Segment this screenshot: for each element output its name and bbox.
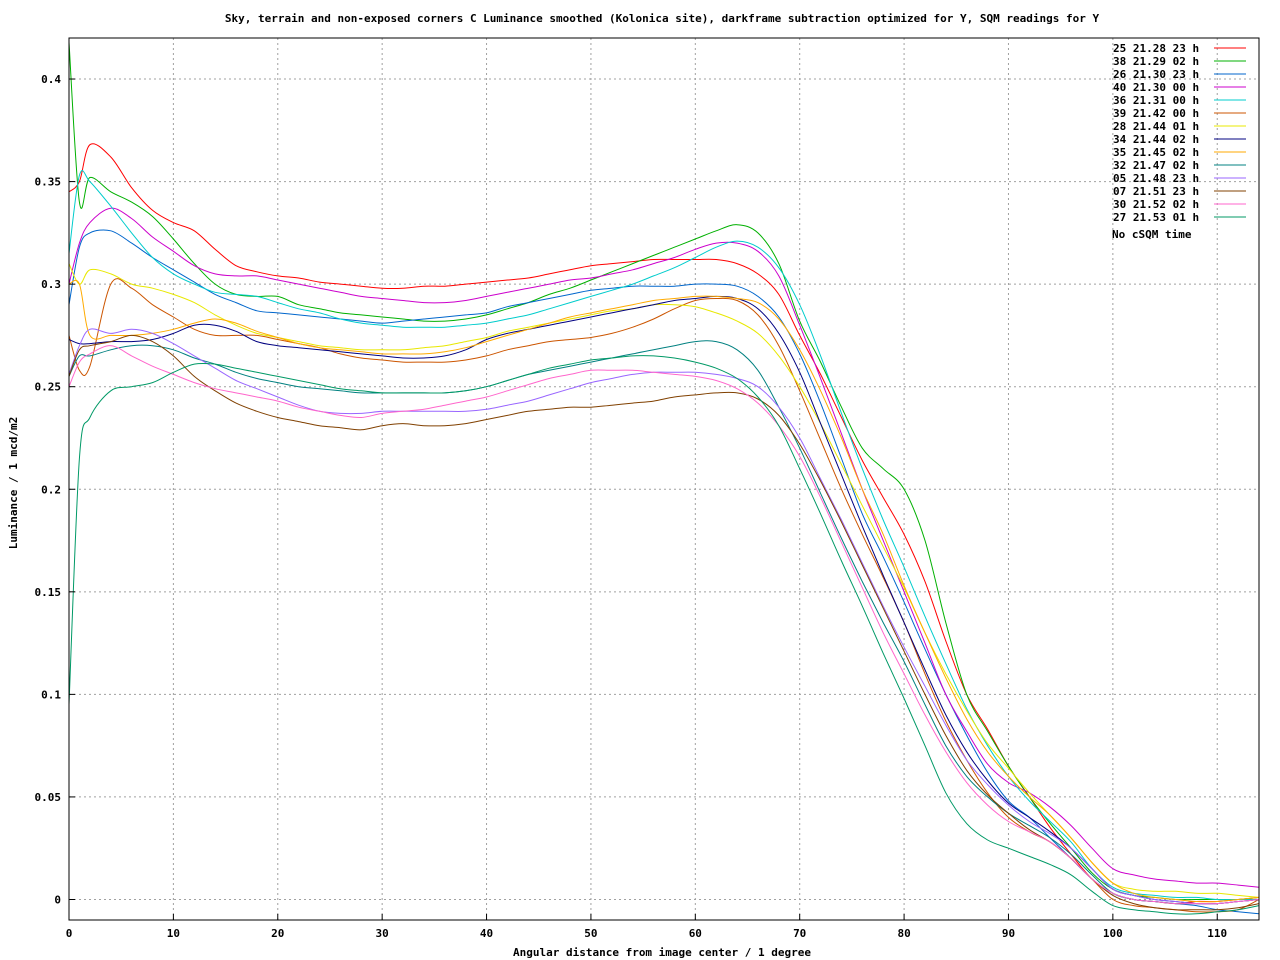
x-tick-label: 110	[1207, 927, 1227, 940]
x-tick-label: 30	[376, 927, 389, 940]
legend-footer: No cSQM time	[1112, 228, 1192, 241]
y-tick-label: 0.1	[41, 688, 61, 701]
y-tick-label: 0.4	[41, 73, 61, 86]
axis-ticks: 0 10 20 30 40 50 60 70 80 90 100 110 0 0.05 0.1 0.15 0.2…	[35, 73, 1228, 940]
grid	[68, 38, 1259, 920]
legend-label: 38 21.29 02 h	[1113, 55, 1199, 68]
y-axis-label: Luminance / 1 mcd/m2	[7, 417, 20, 549]
y-tick-label: 0.2	[41, 483, 61, 496]
x-tick-label: 70	[793, 927, 806, 940]
legend-label: 27 21.53 01 h	[1113, 211, 1199, 224]
legend: 25 21.28 23 h38 21.29 02 h26 21.30 23 h4…	[1113, 42, 1246, 224]
legend-label: 05 21.48 23 h	[1113, 172, 1199, 185]
series-line	[69, 229, 1259, 915]
legend-label: 28 21.44 01 h	[1113, 120, 1199, 133]
x-tick-label: 0	[66, 927, 73, 940]
series-line	[69, 170, 1259, 901]
x-tick-label: 90	[1002, 927, 1015, 940]
legend-label: 39 21.42 00 h	[1113, 107, 1199, 120]
series-line	[69, 340, 1259, 905]
x-tick-label: 60	[689, 927, 702, 940]
chart-title: Sky, terrain and non-exposed corners C L…	[225, 12, 1100, 25]
x-tick-label: 20	[271, 927, 284, 940]
plot-frame	[68, 37, 1260, 921]
x-axis-label: Angular distance from image center / 1 d…	[513, 946, 811, 959]
x-tick-label: 50	[584, 927, 597, 940]
legend-label: 25 21.28 23 h	[1113, 42, 1199, 55]
series-line	[69, 207, 1259, 888]
y-tick-label: 0.35	[35, 176, 62, 189]
series-lines	[69, 42, 1259, 915]
series-line	[69, 345, 1259, 905]
series-line	[69, 295, 1259, 905]
y-tick-label: 0.15	[35, 586, 62, 599]
legend-label: 35 21.45 02 h	[1113, 146, 1199, 159]
legend-label: 40 21.30 00 h	[1113, 81, 1199, 94]
x-tick-label: 80	[897, 927, 910, 940]
legend-label: 32 21.47 02 h	[1113, 159, 1199, 172]
x-tick-label: 10	[167, 927, 180, 940]
series-line	[69, 355, 1259, 915]
legend-label: 36 21.31 00 h	[1113, 94, 1199, 107]
y-tick-label: 0.25	[35, 381, 62, 394]
x-tick-label: 100	[1103, 927, 1123, 940]
legend-label: 34 21.44 02 h	[1113, 133, 1199, 146]
x-tick-label: 40	[480, 927, 493, 940]
y-tick-label: 0.05	[35, 791, 62, 804]
series-line	[69, 279, 1259, 903]
legend-label: 07 21.51 23 h	[1113, 185, 1199, 198]
legend-label: 26 21.30 23 h	[1113, 68, 1199, 81]
y-tick-label: 0	[54, 893, 61, 906]
y-tick-label: 0.3	[41, 278, 61, 291]
legend-label: 30 21.52 02 h	[1113, 198, 1199, 211]
